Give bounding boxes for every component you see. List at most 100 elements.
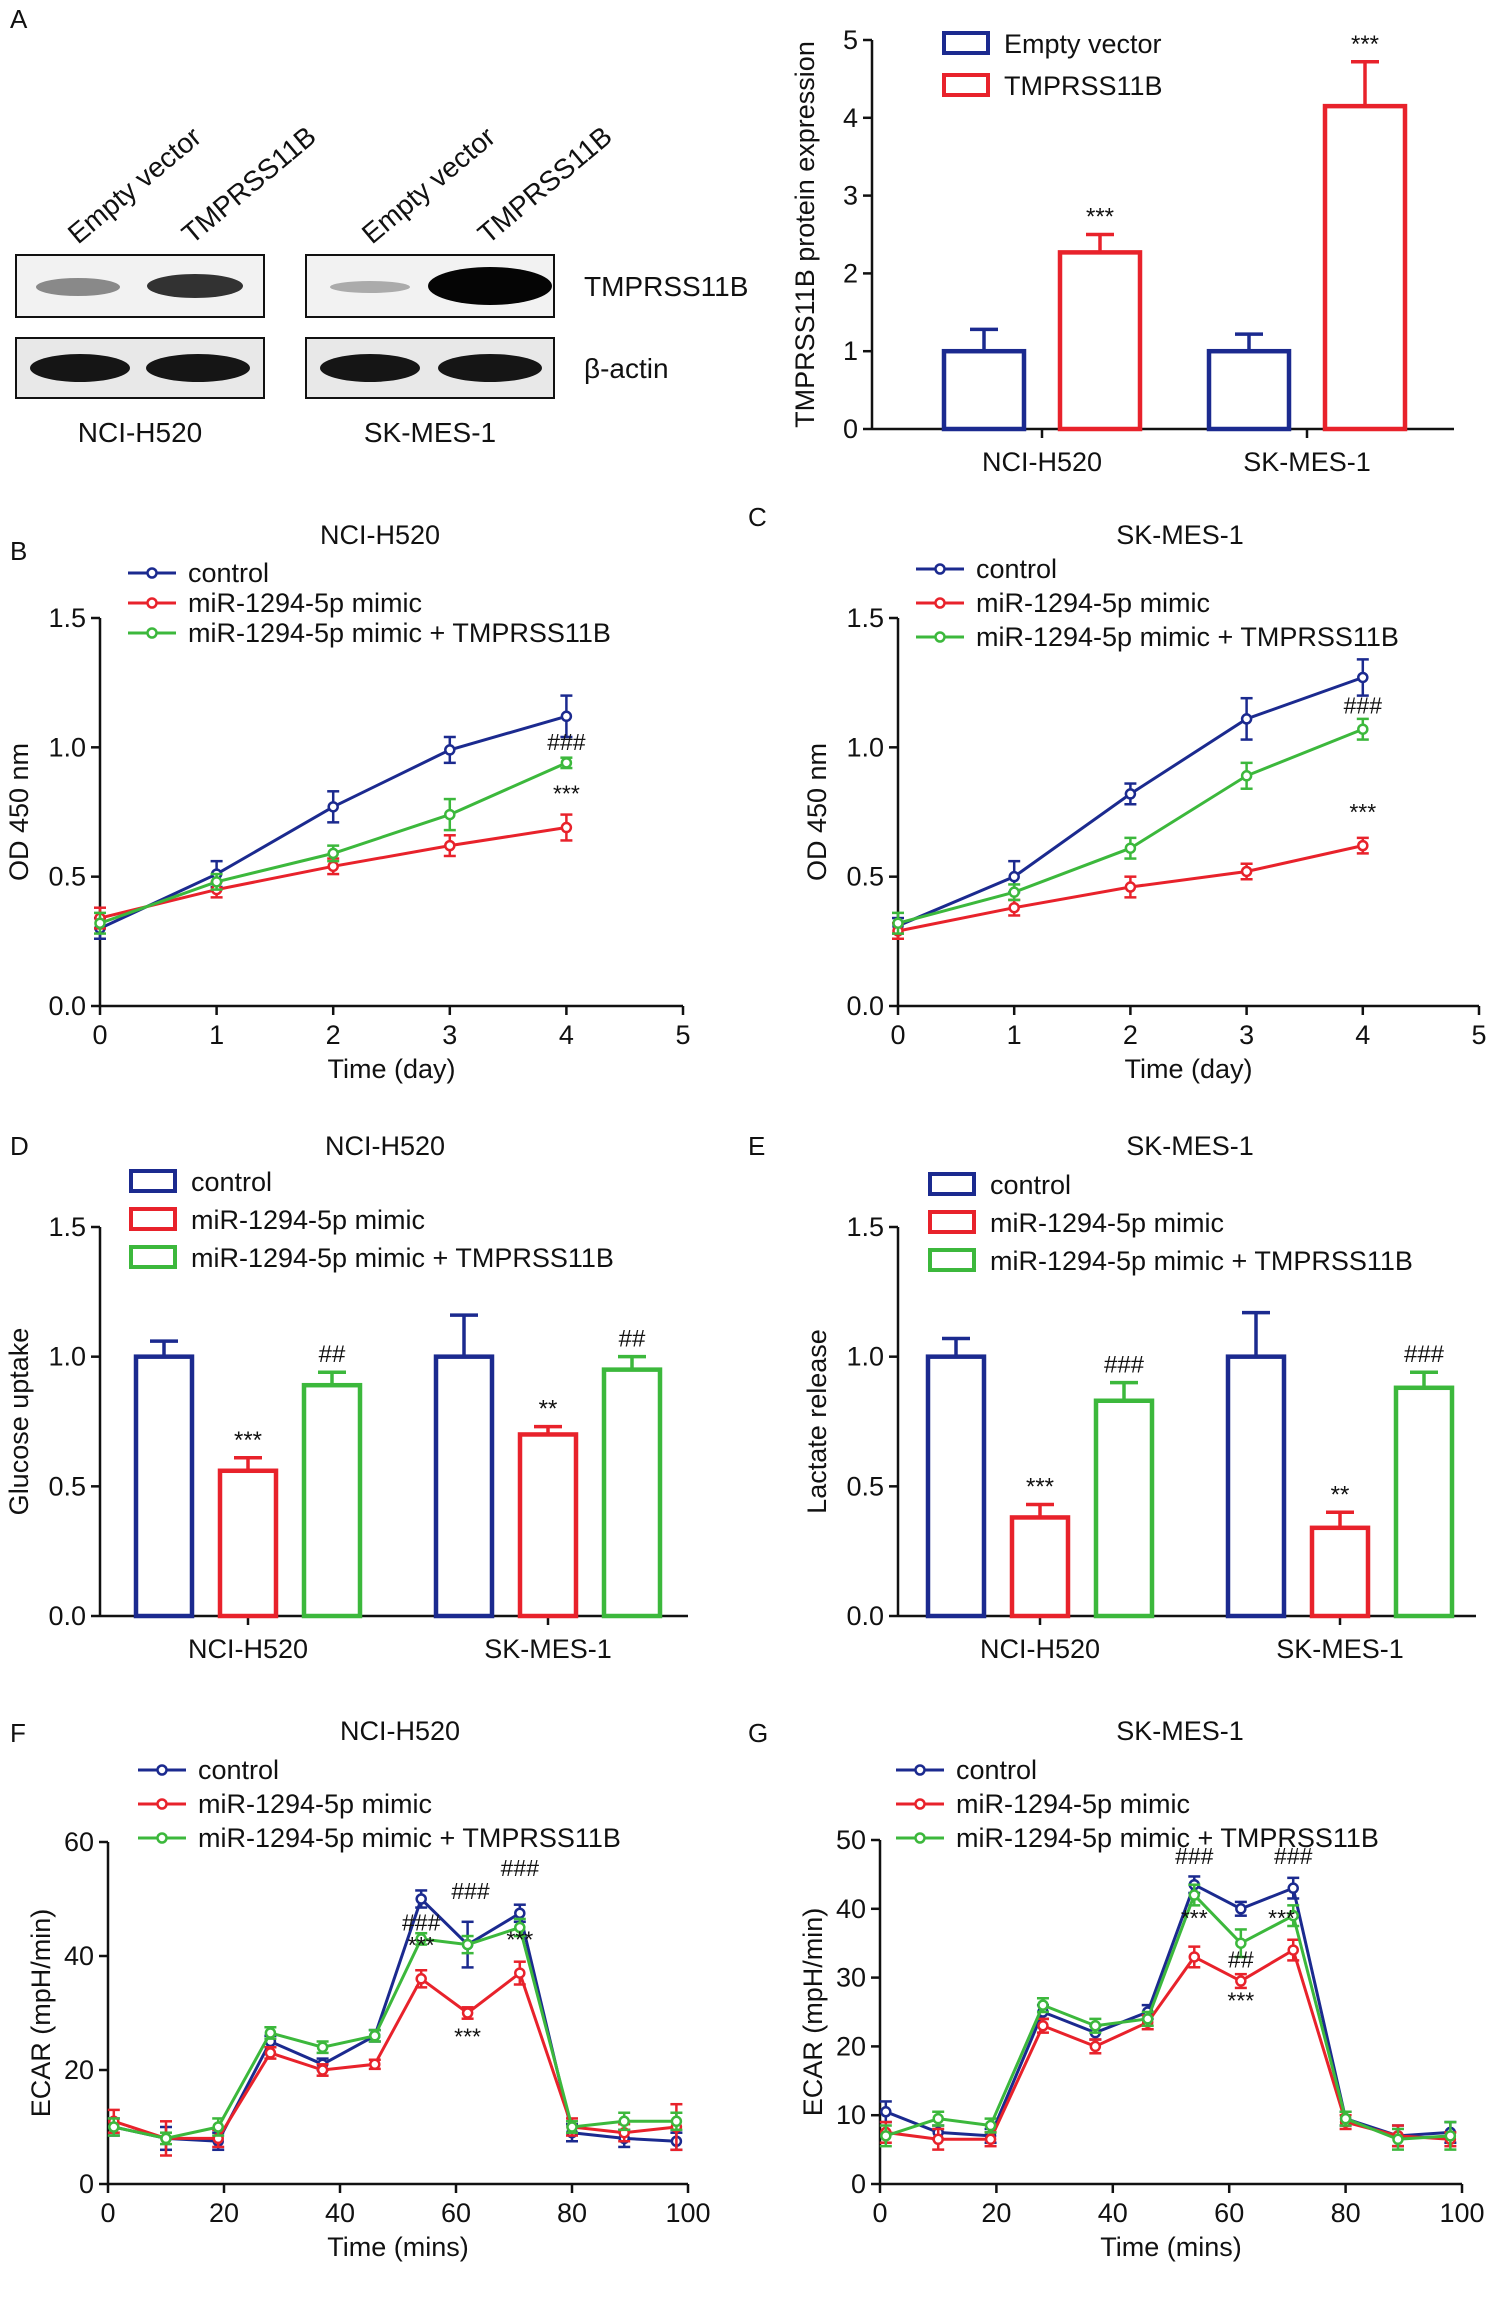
y-axis-label: OD 450 nm — [4, 743, 34, 881]
bar — [601, 1367, 663, 1619]
data-point — [212, 2121, 224, 2133]
x-tick-label: 0 — [92, 1020, 107, 1050]
legend-item: miR-1294-5p mimic + TMPRSS11B — [138, 1823, 621, 1853]
significance-label: ## — [1228, 1946, 1254, 1972]
blot-band — [428, 267, 552, 305]
data-point — [514, 1921, 526, 1934]
data-point — [618, 2115, 630, 2128]
bar — [517, 1432, 579, 1619]
y-tick-label: 50 — [836, 1825, 866, 1855]
legend-item: miR-1294-5p mimic + TMPRSS11B — [928, 1246, 1413, 1276]
data-point — [1235, 1937, 1247, 1949]
legend-item: control — [928, 1170, 1071, 1200]
panel-letter-b: B — [10, 536, 27, 566]
x-tick-label: 1 — [1007, 1020, 1022, 1050]
significance-label: *** — [506, 1926, 533, 1952]
x-tick-label: 4 — [1355, 1020, 1370, 1050]
x-tick-label: SK-MES-1 — [1276, 1634, 1404, 1664]
y-tick-label: 30 — [836, 1963, 866, 1993]
legend-item: control — [916, 554, 1057, 584]
legend-label: miR-1294-5p mimic — [188, 588, 422, 618]
y-tick-label: 0.5 — [48, 862, 86, 892]
significance-label: *** — [1351, 31, 1379, 58]
significance-label: *** — [1026, 1473, 1054, 1500]
data-point — [1188, 1889, 1201, 1901]
significance-label: ### — [451, 1878, 490, 1904]
data-point — [415, 1973, 427, 1985]
chart-panel-c: 0.0 0.5 1.0 1.5 0 1 2 3 4 5 Time (day) OD 450 nm SK-… — [802, 520, 1487, 1084]
y-axis-label: Glucose uptake — [4, 1328, 34, 1516]
significance-label: ### — [1175, 1843, 1214, 1869]
x-tick-label: 3 — [1239, 1020, 1254, 1050]
x-tick-label: 0 — [890, 1020, 905, 1050]
x-axis-label: Time (day) — [1124, 1054, 1252, 1084]
x-tick-label: 1 — [209, 1020, 224, 1050]
data-point — [1287, 1909, 1299, 1922]
series-green — [94, 756, 573, 935]
blot-band — [330, 281, 410, 293]
x-tick-label: 40 — [1098, 2198, 1128, 2228]
panel-letter-d: D — [10, 1131, 29, 1161]
data-point — [327, 847, 339, 860]
legend-label: control — [191, 1167, 272, 1197]
legend-label: miR-1294-5p mimic + TMPRSS11B — [956, 1823, 1379, 1853]
legend-marker — [156, 1832, 168, 1844]
blot-row-label: β-actin — [584, 353, 669, 384]
legend-item: miR-1294-5p mimic — [128, 588, 422, 618]
y-tick-label: 60 — [64, 1827, 94, 1857]
data-point — [327, 801, 339, 813]
significance-label: *** — [1268, 1905, 1295, 1931]
data-point — [369, 2030, 381, 2042]
legend-item: miR-1294-5p mimic + TMPRSS11B — [129, 1243, 614, 1273]
y-tick-label: 0.5 — [48, 1471, 86, 1501]
data-point — [1339, 2112, 1352, 2125]
legend-swatch — [129, 1207, 177, 1231]
data-point — [932, 2133, 944, 2146]
data-point — [1089, 2040, 1102, 2053]
x-tick-label: 0 — [100, 2198, 115, 2228]
data-point — [1037, 2020, 1049, 2032]
legend-label: TMPRSS11B — [1004, 71, 1163, 101]
data-point — [1008, 901, 1020, 914]
significance-label: *** — [454, 2023, 481, 2049]
panel-letter-f: F — [10, 1718, 26, 1748]
data-point — [566, 2121, 578, 2133]
data-point — [1392, 2133, 1404, 2146]
data-point — [94, 917, 106, 929]
legend-item: control — [896, 1755, 1037, 1785]
legend-marker — [934, 563, 946, 575]
y-tick-label: 4 — [843, 103, 858, 133]
bar — [925, 1354, 987, 1619]
significance-label: *** — [1227, 1988, 1254, 2014]
legend-item: miR-1294-5p mimic + TMPRSS11B — [128, 618, 611, 648]
data-point — [461, 1938, 474, 1951]
legend-item: miR-1294-5p mimic — [896, 1789, 1190, 1819]
legend-item: TMPRSS11B — [942, 71, 1163, 101]
legend-label: miR-1294-5p mimic — [198, 1789, 432, 1819]
bar — [1057, 250, 1143, 432]
legend-item: control — [128, 558, 269, 588]
significance-label: ### — [1274, 1843, 1313, 1869]
bar — [1009, 1515, 1071, 1619]
y-tick-label: 10 — [836, 2100, 866, 2130]
x-tick-label: 3 — [442, 1020, 457, 1050]
x-tick-label: 0 — [872, 2198, 887, 2228]
x-axis-label: Time (day) — [327, 1054, 455, 1084]
significance-label: ### — [547, 729, 586, 755]
legend-marker — [934, 631, 946, 643]
data-point — [415, 1933, 427, 1945]
y-tick-label: 3 — [843, 181, 858, 211]
significance-label: ** — [1331, 1481, 1350, 1508]
legend-swatch — [129, 1169, 177, 1193]
legend-swatch — [129, 1245, 177, 1269]
data-point — [461, 2007, 474, 2019]
data-point — [1124, 881, 1137, 893]
legend-swatch — [928, 1172, 976, 1196]
bar — [217, 1468, 279, 1619]
bar — [133, 1354, 195, 1619]
data-point — [560, 757, 573, 769]
data-point — [1124, 842, 1137, 854]
chart-title: SK-MES-1 — [1116, 520, 1244, 550]
data-point — [880, 2106, 892, 2118]
